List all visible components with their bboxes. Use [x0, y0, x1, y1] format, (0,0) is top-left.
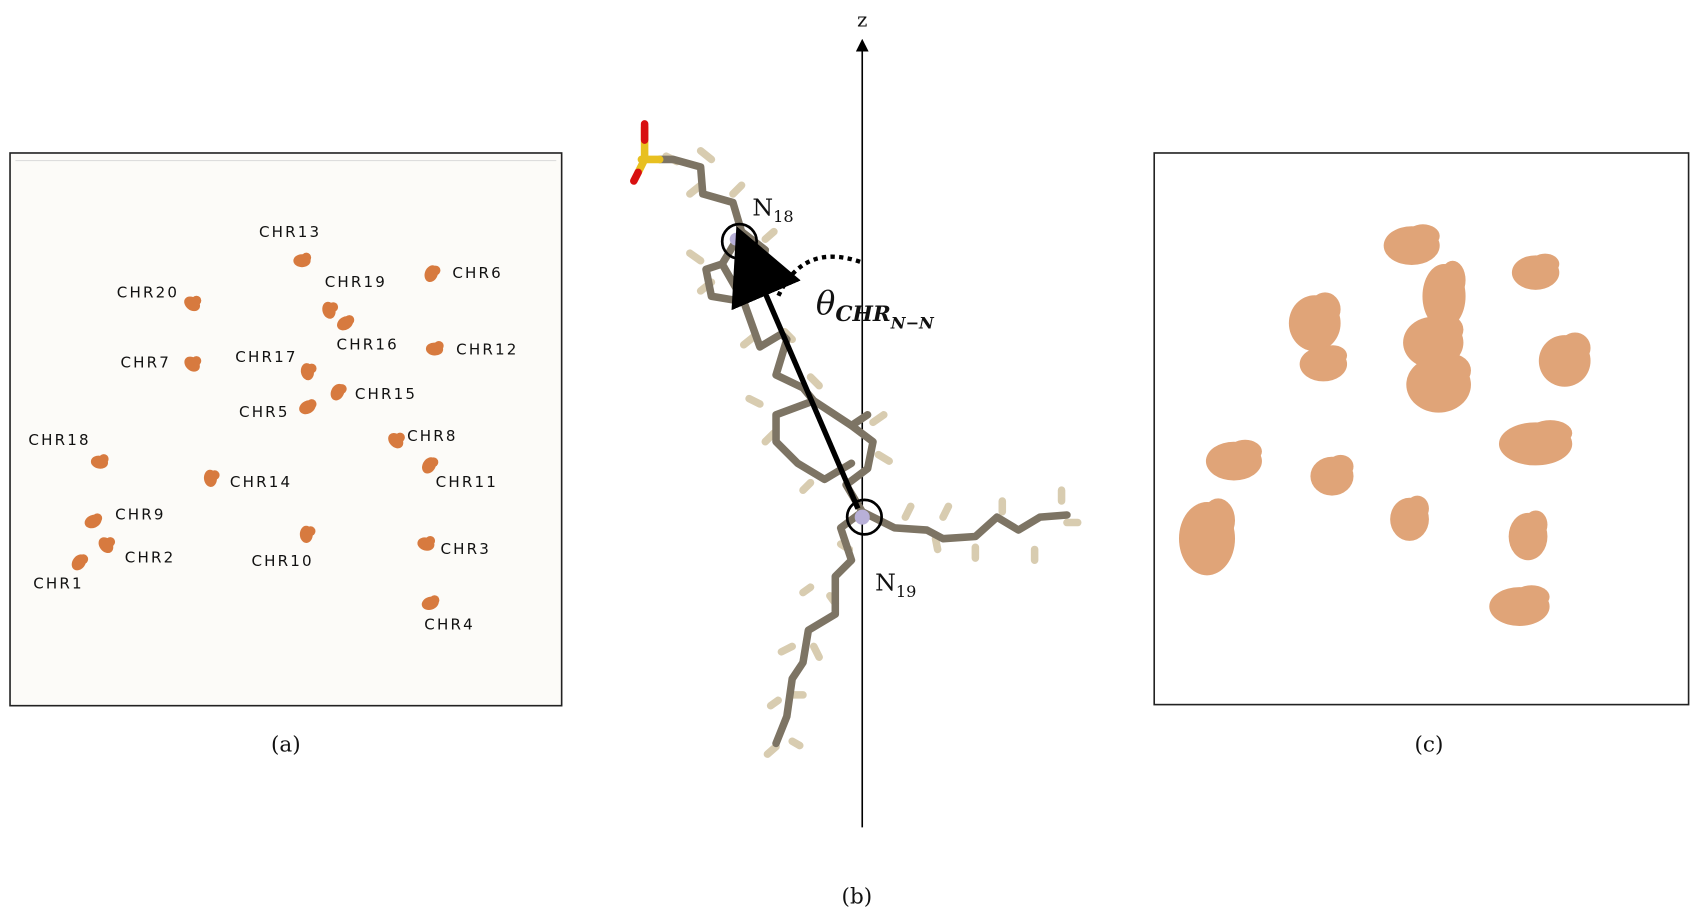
molecule-blob [328, 302, 338, 312]
chr-label: CHR10 [251, 552, 313, 570]
angle-symbol: θ [816, 285, 835, 323]
molecule-blob [337, 384, 347, 394]
molecule-blob [434, 341, 444, 351]
molecule-blob [210, 470, 220, 480]
molecule-blob [425, 536, 435, 546]
angle-sub: CHR [835, 302, 890, 327]
chr-label: CHR9 [115, 505, 166, 523]
molecule-blob [307, 364, 317, 374]
chr-label: CHR18 [28, 431, 90, 449]
molecule-blob [99, 454, 109, 464]
molecule-blob [395, 433, 405, 443]
chr-label: CHR15 [355, 385, 417, 403]
molecule-blob [192, 296, 202, 306]
chr-label: CHR2 [125, 549, 176, 567]
chr-label: CHR6 [452, 264, 503, 282]
molecule-blob [431, 266, 441, 276]
chr-label: CHR11 [436, 473, 498, 491]
aggregate-blob [1406, 496, 1429, 522]
aggregate-blob [1524, 510, 1547, 538]
molecule-blob [306, 526, 316, 536]
panel-b: z N18 N19 θCHRN−N (b) [634, 9, 1078, 910]
n-bottom-label: N19 [875, 568, 916, 600]
chr-label: CHR13 [259, 223, 321, 241]
chr-label: CHR3 [440, 540, 491, 558]
chr-label: CHR20 [117, 284, 179, 302]
aggregate-blob [1328, 455, 1354, 478]
atom-index: 19 [896, 582, 917, 601]
molecule [634, 124, 1078, 754]
caption-a: (a) [271, 733, 301, 758]
chr-label: CHR4 [424, 615, 475, 633]
aggregate-blob [1228, 440, 1262, 463]
molecule-blob [429, 457, 439, 467]
n-top-label: N18 [752, 193, 793, 225]
chr-label: CHR8 [407, 427, 458, 445]
figure: CHR13CHR20CHR19CHR6CHR16CHR12CHR7CHR17CH… [0, 0, 1690, 919]
angle-label: θCHRN−N [816, 285, 935, 333]
molecule-blob [78, 554, 88, 564]
chr-label: CHR16 [337, 335, 399, 353]
z-axis-label: z [857, 9, 867, 32]
molecule-blob [92, 513, 102, 523]
aggregate-blob [1201, 498, 1235, 542]
molecule-blob [307, 399, 317, 409]
molecule-blob [345, 315, 355, 325]
angle-subsub: N−N [890, 314, 935, 333]
aggregate-blob [1319, 345, 1347, 366]
atom-index: 18 [773, 207, 794, 226]
molecule-blob [192, 356, 202, 366]
chr-label: CHR12 [456, 341, 518, 359]
chr-label: CHR19 [325, 273, 387, 291]
aggregate-blob [1560, 332, 1591, 363]
aggregate-blob [1427, 314, 1463, 345]
chr-label: CHR17 [235, 348, 297, 366]
aggregate-blob [1406, 224, 1440, 247]
chr-label: CHR7 [121, 354, 172, 372]
caption-b: (b) [842, 884, 873, 909]
molecule-blob [105, 537, 115, 547]
aggregate-blob [1528, 420, 1572, 446]
aggregate-blob [1440, 261, 1466, 300]
molecule-blob [430, 595, 440, 605]
aggregate-blob [1531, 254, 1559, 275]
atom: N [752, 193, 773, 221]
molecule-blob [301, 253, 311, 263]
aggregate-blob [1310, 292, 1341, 326]
aggregate-blob [1513, 585, 1549, 608]
chr-label: CHR1 [33, 574, 84, 592]
atom: N [875, 568, 896, 596]
aggregate-blob [1432, 354, 1471, 388]
chr-label: CHR14 [230, 473, 292, 491]
chr-label: CHR5 [239, 403, 290, 421]
caption-c: (c) [1415, 733, 1444, 758]
